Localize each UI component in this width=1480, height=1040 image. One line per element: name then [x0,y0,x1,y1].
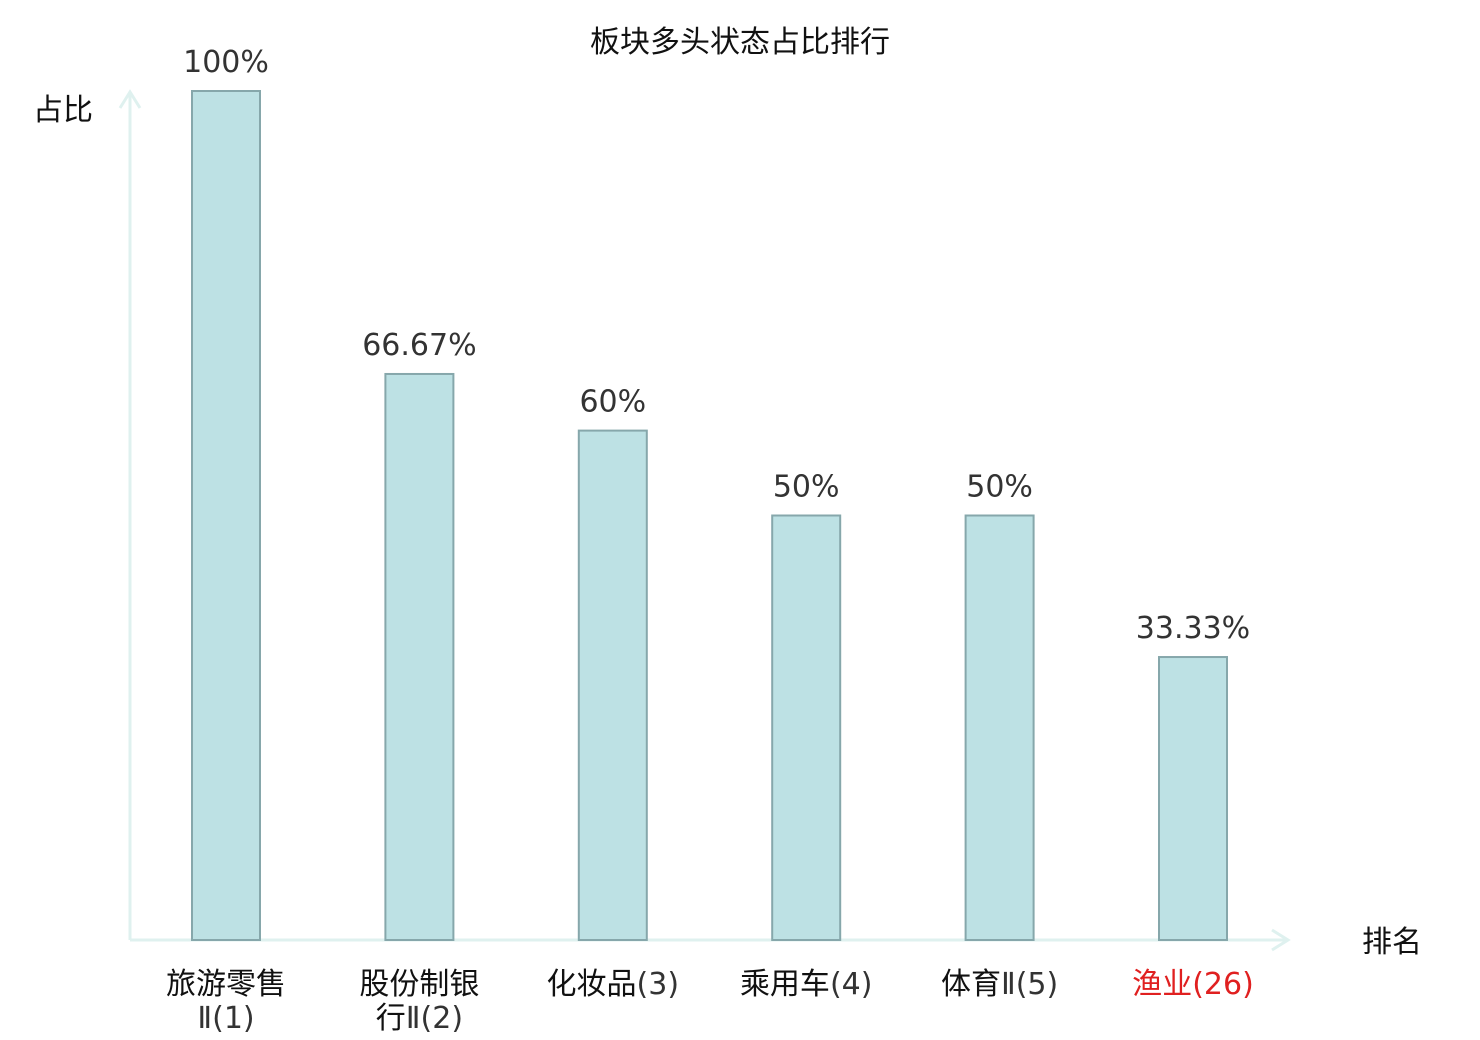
y-axis-label: 占比 [33,93,93,128]
category-label: 化妆品(3) [547,967,680,1002]
chart-title: 板块多头状态占比排行 [590,25,890,60]
bar [771,514,842,941]
bar-value-label: 50% [966,470,1033,505]
axes [118,89,1291,952]
bar-value-label: 100% [183,45,269,80]
category-label: 股份制银行Ⅱ(2) [359,967,479,1036]
category-label: 体育Ⅱ(5) [941,967,1058,1002]
x-axis-arrow [1271,928,1291,952]
bar [964,514,1035,941]
bar-value-label: 50% [773,470,840,505]
bar-value-label: 66.67% [362,328,476,363]
bar [577,429,648,941]
category-label: 乘用车(4) [740,967,873,1002]
bar-value-label: 60% [579,385,646,420]
x-axis-label: 排名 [1362,925,1422,960]
category-label: 旅游零售 Ⅱ(1) [166,967,286,1036]
category-label: 渔业(26) [1132,967,1254,1002]
bar-value-label: 33.33% [1136,611,1250,646]
bar [1158,656,1228,942]
bar [191,90,261,941]
bars [191,90,1228,942]
bar [384,372,455,942]
value-labels: 100% 66.67% 60% 50% 50% 33.33% [183,45,1250,646]
category-labels: 旅游零售 Ⅱ(1) 股份制银行Ⅱ(2) 化妆品(3) 乘用车(4) 体育Ⅱ(5) 渔业(26… [166,967,1254,1036]
y-axis-arrow [118,89,142,109]
